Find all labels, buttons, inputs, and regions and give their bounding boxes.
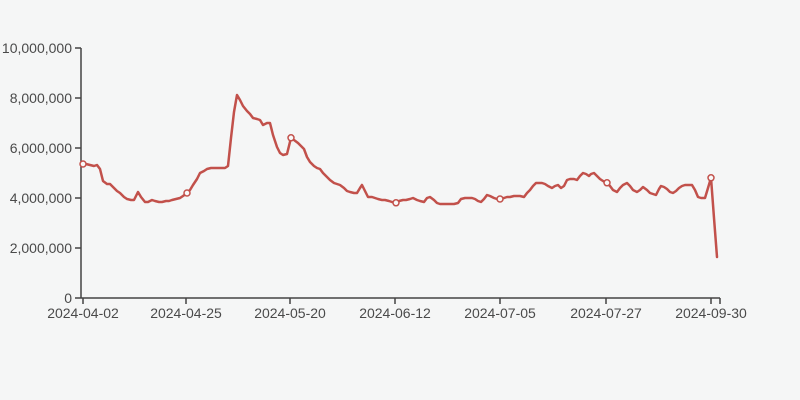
data-point-marker: [496, 195, 504, 203]
data-point-marker: [603, 179, 611, 187]
data-point-marker: [183, 189, 191, 197]
x-tick-label: 2024-07-27: [570, 305, 642, 321]
series-line: [81, 93, 719, 259]
x-tick-label: 2024-04-02: [47, 305, 119, 321]
y-tick-label: 6,000,000: [10, 140, 72, 156]
y-tick-label: 8,000,000: [10, 90, 72, 106]
x-tick-label: 2024-06-12: [359, 305, 431, 321]
data-point-marker: [287, 134, 295, 142]
y-tick-label: 2,000,000: [10, 240, 72, 256]
x-tick-label: 2024-04-25: [150, 305, 222, 321]
y-tick-label: 4,000,000: [10, 190, 72, 206]
y-tick-label: 0: [64, 290, 72, 306]
data-point-marker: [707, 174, 715, 182]
x-tick-label: 2024-05-20: [254, 305, 326, 321]
x-tick-label: 2024-07-05: [464, 305, 536, 321]
y-tick-label: 10,000,000: [2, 40, 72, 56]
data-point-marker: [392, 199, 400, 207]
x-tick-label: 2024-09-30: [675, 305, 747, 321]
data-point-marker: [79, 160, 87, 168]
